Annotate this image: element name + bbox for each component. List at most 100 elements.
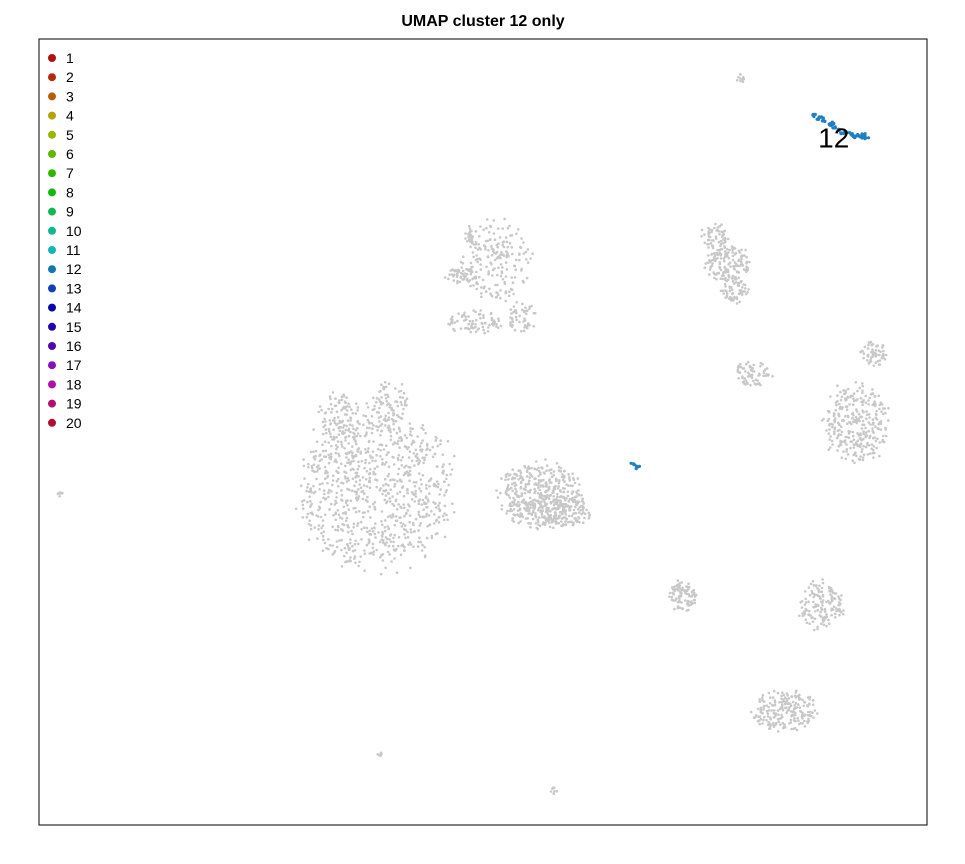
background-cell-point <box>746 375 750 378</box>
background-cell-point <box>842 392 846 396</box>
background-cell-point <box>489 312 493 316</box>
background-cell-point <box>438 493 441 496</box>
background-cell-point <box>770 709 773 712</box>
background-cell-cloud <box>736 360 774 387</box>
background-cell-point <box>468 231 471 234</box>
background-cell-point <box>443 494 446 497</box>
background-cell-point <box>369 468 372 471</box>
background-cell-point <box>520 237 523 240</box>
background-cell-point <box>879 350 882 354</box>
background-cell-point <box>382 484 385 487</box>
background-cell-point <box>880 410 883 413</box>
background-cell-point <box>557 469 561 472</box>
background-cell-point <box>365 431 368 434</box>
background-cell-point <box>380 510 384 513</box>
background-cell-point <box>714 273 718 276</box>
background-cell-point <box>689 603 692 607</box>
background-cell-point <box>768 702 772 705</box>
background-cell-point <box>408 422 412 425</box>
background-cell-point <box>672 591 675 595</box>
background-cell-point <box>769 717 772 721</box>
background-cell-point <box>500 504 504 507</box>
background-cell-point <box>344 428 348 432</box>
background-cell-point <box>495 489 498 492</box>
background-cell-point <box>784 700 787 704</box>
background-cell-point <box>504 275 508 278</box>
background-cell-point <box>777 713 780 716</box>
background-cell-point <box>759 365 762 368</box>
background-cell-point <box>862 423 866 427</box>
legend-label-16: 16 <box>66 338 82 354</box>
background-cell-point <box>738 371 742 374</box>
background-cell-point <box>741 376 744 380</box>
background-cell-point <box>351 435 355 439</box>
background-cell-point <box>527 512 530 515</box>
background-cell-point <box>344 439 347 442</box>
background-cell-point <box>845 450 848 453</box>
background-cell-point <box>351 549 355 553</box>
background-cell-point <box>546 513 550 516</box>
background-cell-point <box>447 483 451 487</box>
background-cell-point <box>563 480 566 484</box>
background-cell-point <box>809 582 813 586</box>
background-cell-point <box>514 315 518 319</box>
background-cell-cloud <box>703 240 751 283</box>
background-cell-point <box>851 434 855 438</box>
background-cell-point <box>395 515 398 518</box>
background-cell-point <box>837 433 841 436</box>
background-cell-point <box>852 446 856 449</box>
background-cell-point <box>724 285 727 288</box>
background-cell-point <box>559 500 562 504</box>
background-cell-point <box>428 484 431 488</box>
background-cell-point <box>358 560 361 564</box>
background-cell-point <box>383 380 387 384</box>
background-cell-point <box>852 399 856 403</box>
background-cell-point <box>723 259 726 263</box>
background-cell-point <box>747 288 750 291</box>
background-cell-point <box>387 527 391 530</box>
background-cell-point <box>811 698 815 702</box>
background-cell-point <box>403 514 406 518</box>
background-cell-point <box>519 476 522 480</box>
background-cell-point <box>703 241 707 244</box>
background-cell-point <box>321 519 325 522</box>
background-cell-point <box>821 599 825 602</box>
background-cell-point <box>575 490 578 494</box>
background-cell-point <box>324 431 328 435</box>
background-cell-point <box>864 431 868 434</box>
background-cell-point <box>526 261 530 265</box>
background-cell-point <box>811 620 815 623</box>
background-cell-point <box>719 268 723 272</box>
background-cell-point <box>332 428 335 432</box>
background-cell-point <box>588 513 591 517</box>
background-cell-point <box>309 504 313 507</box>
background-cell-point <box>331 438 334 441</box>
background-cell-point <box>520 308 524 312</box>
background-cell-cloud <box>317 391 358 441</box>
background-cell-point <box>382 448 386 451</box>
background-cell-point <box>333 460 337 463</box>
background-cell-point <box>714 237 718 240</box>
background-cell-point <box>467 238 471 241</box>
background-cell-point <box>461 278 465 281</box>
background-cell-point <box>352 526 356 529</box>
background-cell-point <box>724 276 727 280</box>
background-cell-point <box>744 370 747 373</box>
background-cell-point <box>857 417 861 420</box>
background-cell-point <box>745 255 748 259</box>
background-cell-point <box>329 397 332 401</box>
background-cell-point <box>845 448 849 451</box>
background-cell-point <box>474 230 478 233</box>
background-cell-point <box>474 323 477 326</box>
background-cell-point <box>353 542 357 546</box>
plot-frame <box>38 38 928 826</box>
background-cell-point <box>866 353 870 357</box>
background-cell-point <box>497 266 500 270</box>
background-cell-point <box>506 472 509 476</box>
background-cell-point <box>368 529 371 533</box>
background-cell-point <box>839 398 843 402</box>
background-cell-point <box>501 266 504 269</box>
background-cell-point <box>375 400 378 404</box>
background-cell-point <box>881 438 885 442</box>
background-cell-cloud <box>443 266 478 285</box>
